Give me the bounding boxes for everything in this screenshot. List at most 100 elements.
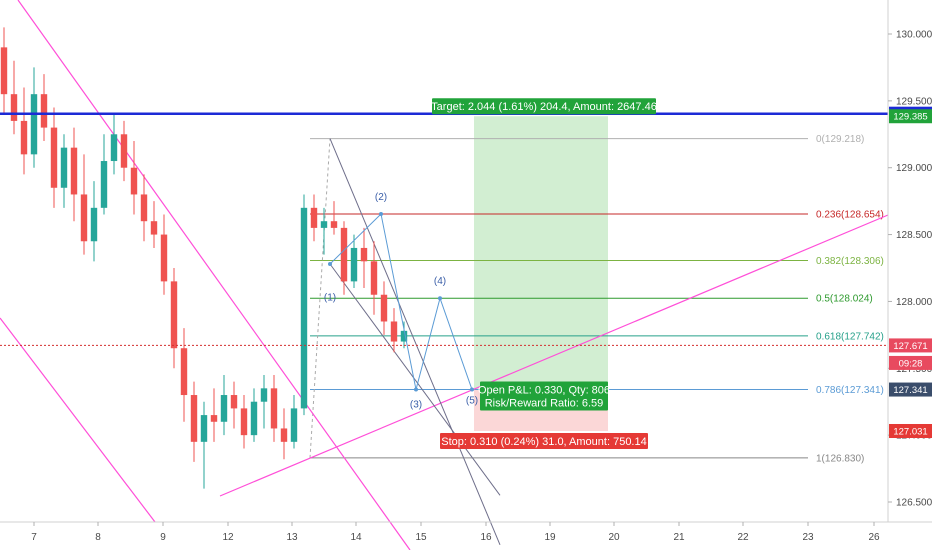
candle-body <box>310 207 318 228</box>
x-tick-label: 8 <box>95 532 101 543</box>
price-badge <box>889 338 932 353</box>
price-badge <box>889 423 932 438</box>
fib-level-label: 0(129.218) <box>816 134 864 145</box>
stop-label: Stop: 0.310 (0.24%) 31.0, Amount: 750.14 <box>440 432 648 449</box>
x-tick-label: 12 <box>222 532 234 543</box>
y-tick-label: 128.000 <box>896 297 932 308</box>
candle-body <box>70 147 78 195</box>
candle-body <box>0 47 8 95</box>
x-tick-label: 15 <box>415 532 427 543</box>
x-tick-label: 23 <box>802 532 814 543</box>
candle-body <box>260 388 268 402</box>
x-tick-label: 26 <box>868 532 880 543</box>
candle-body <box>350 247 358 282</box>
target-label: Target: 2.044 (1.61%) 204.4, Amount: 264… <box>431 98 657 115</box>
wave-label: (2) <box>375 192 387 203</box>
x-tick-label: 14 <box>350 532 362 543</box>
candle-body <box>40 94 48 128</box>
x-tick-label: 13 <box>286 532 298 543</box>
candle-body <box>90 207 98 242</box>
wave-label: (1) <box>324 293 336 304</box>
fib-level-label: 0.786(127.341) <box>816 385 884 396</box>
trendline-lower-channel <box>0 317 156 523</box>
wedge-upper-line <box>329 138 501 545</box>
candle-body <box>340 227 348 282</box>
position-labels: Target: 2.044 (1.61%) 204.4, Amount: 264… <box>431 98 657 449</box>
candle-body <box>50 127 58 188</box>
pnl-label-text: Risk/Reward Ratio: 6.59 <box>485 398 604 410</box>
candle-body <box>140 194 148 222</box>
candle-body <box>300 207 308 409</box>
y-tick-label: 129.000 <box>896 163 932 174</box>
wave-label: (4) <box>434 276 446 287</box>
candles <box>0 27 408 489</box>
candle-body <box>190 395 198 442</box>
wave-label: (5) <box>466 396 478 407</box>
y-tick-label: 128.500 <box>896 230 932 241</box>
pnl-label-bg <box>480 381 608 411</box>
candle-body <box>130 167 138 195</box>
x-tick-label: 7 <box>31 532 37 543</box>
fib-level-label: 1(126.830) <box>816 453 864 464</box>
price-badge-label: 09:28 <box>899 358 923 369</box>
candle-body <box>100 161 108 208</box>
wave-point <box>379 211 383 216</box>
price-badge-label: 129.385 <box>893 112 927 123</box>
candle-body <box>180 348 188 396</box>
candle-body <box>110 134 118 162</box>
stop-label-text: Stop: 0.310 (0.24%) 31.0, Amount: 750.14 <box>441 436 646 448</box>
candle-body <box>360 247 368 262</box>
x-tick-label: 9 <box>160 532 166 543</box>
candle-body <box>220 395 228 422</box>
price-badge-label: 127.671 <box>893 341 927 352</box>
x-tick-label: 19 <box>544 532 556 543</box>
candle-body <box>210 415 218 422</box>
trendline-support <box>219 214 889 497</box>
x-tick-label: 20 <box>608 532 620 543</box>
pnl-label-text: Open P&L: 0.330, Qty: 806 <box>478 385 610 397</box>
candle-body <box>240 408 248 436</box>
candle-body <box>200 415 208 442</box>
x-tick-label: 16 <box>480 532 492 543</box>
wave-point <box>414 387 418 392</box>
x-tick-label: 21 <box>673 532 685 543</box>
candle-body <box>320 221 328 228</box>
candle-body <box>270 388 278 429</box>
candle-body <box>330 221 338 228</box>
price-badge-label: 127.341 <box>893 385 927 396</box>
elliott-wave-path <box>329 212 473 390</box>
fib-level-label: 0.618(127.742) <box>816 331 884 342</box>
candle-body <box>370 261 378 295</box>
y-tick-label: 126.500 <box>896 498 932 509</box>
price-badge <box>889 109 932 124</box>
candle-body <box>250 401 258 436</box>
fib-level-label: 0.382(128.306) <box>816 256 884 267</box>
fib-anchor-line <box>309 138 331 458</box>
target-zone <box>474 116 608 390</box>
candle-body <box>10 94 18 121</box>
candle-body <box>150 221 158 235</box>
elliott-wave: (1) (2) (3) (4) (5) <box>324 192 478 411</box>
price-badge <box>889 355 932 370</box>
candle-body <box>80 194 88 242</box>
wave-point <box>328 261 332 266</box>
price-badge-label: 127.031 <box>893 426 927 437</box>
candle-body <box>230 395 238 409</box>
y-tick-label: 130.000 <box>896 30 932 41</box>
candle-body <box>400 330 408 342</box>
y-tick-label: 129.500 <box>896 96 932 107</box>
candle-body <box>170 281 178 349</box>
candle-body <box>120 134 128 168</box>
candle-body <box>280 428 288 442</box>
trendline-upper-channel <box>17 0 411 550</box>
candle-body <box>380 294 388 322</box>
candle-body <box>290 408 298 442</box>
target-label-text: Target: 2.044 (1.61%) 204.4, Amount: 264… <box>431 101 657 113</box>
trendlines <box>0 0 889 550</box>
wave-label: (3) <box>410 400 422 411</box>
candle-body <box>60 147 68 188</box>
x-tick-label: 22 <box>737 532 749 543</box>
